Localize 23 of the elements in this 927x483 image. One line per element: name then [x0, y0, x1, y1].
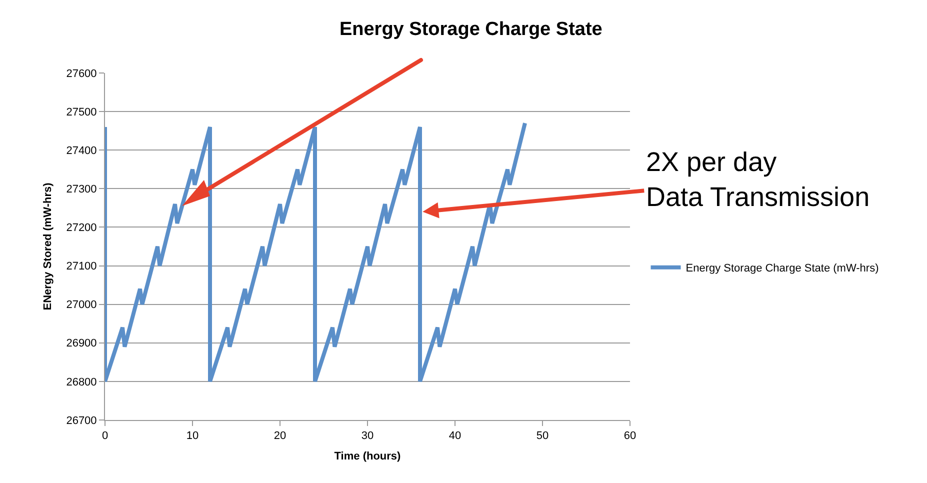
annotation: 2X per day Data Transmission: [646, 147, 870, 212]
chart-title: Energy Storage Charge State: [339, 19, 602, 40]
y-tick-label: 26800: [66, 376, 97, 388]
y-tick-label: 27200: [66, 222, 97, 234]
y-tick-label: 27600: [66, 68, 97, 80]
line-series: [105, 121, 527, 384]
x-tick-label: 30: [361, 430, 374, 442]
y-tick-label: 27000: [66, 299, 97, 312]
x-tick-label: 0: [102, 430, 108, 442]
y-tick-label: 27400: [66, 144, 97, 157]
y-tick-label: 27300: [66, 184, 97, 196]
x-tick-label: 20: [274, 430, 286, 442]
y-tick-label: 27100: [66, 260, 97, 273]
y-tick-label: 26900: [66, 338, 97, 350]
y-tick-label: 27500: [66, 106, 97, 118]
legend-label: Energy Storage Charge State (mW-hrs): [686, 262, 879, 275]
y-axis-title: ENergy Stored (mW-hrs): [42, 182, 54, 310]
x-tick-label: 10: [186, 430, 199, 442]
x-tick-label: 40: [448, 430, 462, 442]
x-axis-title: Time (hours): [334, 450, 402, 462]
x-tick-label: 50: [536, 430, 549, 442]
x-tick-label: 60: [624, 430, 636, 442]
y-tick-label: 26700: [66, 414, 97, 427]
